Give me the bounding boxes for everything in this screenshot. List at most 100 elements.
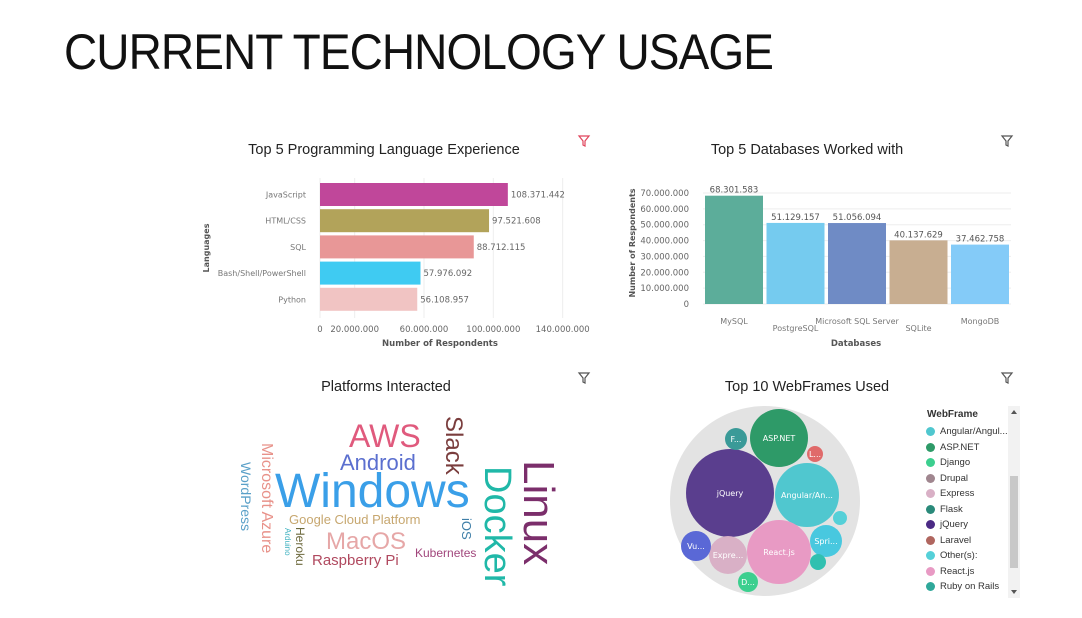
chart-title-languages: Top 5 Programming Language Experience <box>248 142 520 158</box>
filter-icon[interactable] <box>1000 134 1014 148</box>
legend-item[interactable]: Django <box>926 457 970 468</box>
legend-label: ASP.NET <box>940 441 980 453</box>
filter-icon[interactable] <box>577 371 591 385</box>
bubble[interactable] <box>810 525 842 557</box>
legend-scrollbar[interactable] <box>1008 406 1020 598</box>
bubble[interactable] <box>738 572 758 592</box>
bar[interactable] <box>889 240 948 304</box>
bubble-label: L... <box>809 450 821 459</box>
y-tick-label: 60.000.000 <box>640 205 689 215</box>
word-arduino: Arduino <box>283 528 292 556</box>
word-android: Android <box>340 450 416 475</box>
x-tick-label: 100.000.000 <box>466 325 520 335</box>
category-label: HTML/CSS <box>265 217 306 226</box>
databases-bar-chart: 0 10.000.000 20.000.000 30.000.000 40.000.00… <box>628 186 1011 349</box>
bar[interactable] <box>320 183 508 206</box>
filter-icon[interactable] <box>577 134 591 148</box>
value-label: 56.108.957 <box>420 295 469 305</box>
bubble[interactable] <box>725 428 747 450</box>
category-label: SQLite <box>905 324 931 333</box>
y-axis-label: Number of Respondents <box>628 188 637 297</box>
legend-swatch <box>926 442 935 452</box>
chart-title-webframes: Top 10 WebFrames Used <box>724 379 890 395</box>
legend-label: Other(s): <box>940 550 978 561</box>
bar[interactable] <box>951 244 1009 304</box>
y-axis-label: Languages <box>202 223 211 272</box>
legend-label: Laravel <box>940 534 972 546</box>
y-tick-label: 20.000.000 <box>640 268 689 278</box>
bubble[interactable] <box>709 536 747 574</box>
legend-swatch <box>926 551 935 560</box>
bar[interactable] <box>828 223 886 304</box>
bubble-label: Expre... <box>713 551 744 560</box>
filter-icon[interactable] <box>1000 371 1014 385</box>
webframes-bubble-chart: jQuery ASP.NET Angular/An... React.js Spri..… <box>670 406 860 596</box>
word-macos: MacOS <box>326 528 407 555</box>
value-label: 51.056.094 <box>833 213 882 223</box>
bubble[interactable] <box>750 409 808 467</box>
legend-label: Express <box>940 488 975 499</box>
chart-title-databases: Top 5 Databases Worked with <box>710 142 904 158</box>
word-wordpress: WordPress <box>238 462 254 531</box>
legend-item[interactable]: jQuery <box>926 519 968 530</box>
legend-swatch <box>926 535 935 545</box>
legend-item[interactable]: Angular/Angul... <box>926 426 1008 437</box>
webframe-legend: WebFrame Angular/Angul... ASP.NET Django Dr… <box>922 406 1020 598</box>
legend-item[interactable]: Laravel <box>926 535 971 546</box>
legend-item[interactable]: React.js <box>926 566 974 577</box>
legend-label: Angular/Angul... <box>940 426 1008 437</box>
y-tick-label: 30.000.000 <box>640 252 689 262</box>
legend-swatch <box>926 489 935 498</box>
y-tick-label: 0 <box>684 300 689 310</box>
value-label: 68.301.583 <box>710 186 759 196</box>
legend-label: jQuery <box>940 519 968 530</box>
legend-label: Django <box>940 457 971 468</box>
legend-item[interactable]: Ruby on Rails <box>926 581 999 592</box>
bar[interactable] <box>320 235 474 259</box>
bubble[interactable] <box>807 446 823 462</box>
legend-item[interactable]: Express <box>926 488 974 499</box>
legend-label: Drupal <box>940 472 968 484</box>
scroll-up-icon[interactable] <box>1011 410 1017 414</box>
x-tick-label: 20.000.000 <box>330 325 379 335</box>
legend-swatch <box>926 427 935 436</box>
bubble-label: D... <box>741 578 755 587</box>
x-tick-label: 140.000.000 <box>536 325 590 335</box>
bar[interactable] <box>320 261 421 285</box>
legend-item[interactable]: Drupal <box>926 473 968 484</box>
bubble[interactable] <box>686 449 774 537</box>
category-label: JavaScript <box>265 191 306 200</box>
category-label: PostgreSQL <box>773 324 819 333</box>
bubble-label: Spri... <box>814 537 837 546</box>
bar[interactable] <box>320 209 490 233</box>
word-heroku: Heroku <box>293 527 307 566</box>
bubble[interactable] <box>833 511 847 525</box>
bubble[interactable] <box>747 520 811 584</box>
bubble[interactable] <box>775 463 839 527</box>
scroll-thumb[interactable] <box>1010 476 1018 568</box>
legend-item[interactable]: ASP.NET <box>926 442 979 453</box>
y-tick-label: 40.000.000 <box>640 237 689 247</box>
value-label: 88.712.115 <box>477 243 526 253</box>
category-label: MongoDB <box>961 317 1000 326</box>
bubble[interactable] <box>681 531 711 561</box>
bubble[interactable] <box>810 554 826 570</box>
word-microsoft-azure: Microsoft Azure <box>258 443 275 554</box>
legend-swatch <box>926 458 935 467</box>
word-google-cloud: Google Cloud Platform <box>289 512 421 527</box>
bar[interactable] <box>705 195 763 304</box>
scroll-down-icon[interactable] <box>1011 590 1017 594</box>
bar[interactable] <box>320 287 418 311</box>
page-title: CURRENT TECHNOLOGY USAGE <box>64 24 774 80</box>
category-label: Bash/Shell/PowerShell <box>218 269 306 278</box>
legend-swatch <box>926 520 935 529</box>
bubble-label: ASP.NET <box>763 434 796 443</box>
legend-item[interactable]: Flask <box>926 504 963 515</box>
word-raspberry-pi: Raspberry Pi <box>312 552 399 569</box>
x-axis-label: Number of Respondents <box>382 339 498 349</box>
bubble-label: React.js <box>763 548 795 557</box>
bar[interactable] <box>766 222 825 304</box>
value-label: 57.976.092 <box>423 269 472 279</box>
legend-item[interactable]: Other(s): <box>926 550 977 561</box>
y-tick-label: 50.000.000 <box>640 221 689 231</box>
